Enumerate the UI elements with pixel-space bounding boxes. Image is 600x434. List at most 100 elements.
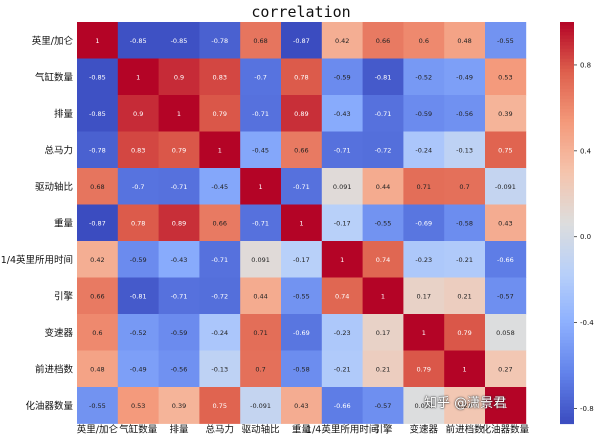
cell-value-label: -0.57 [375,402,392,410]
colorbar-segment [560,195,574,200]
cell-value-label: 0.74 [335,292,349,300]
heatmap-cell [117,95,159,132]
y-tick-label: 排量 [54,108,74,120]
heatmap-cell [321,314,363,351]
colorbar-segment [560,323,574,328]
colorbar-segment [560,88,574,93]
colorbar-segment [560,363,574,368]
heatmap-cell [444,131,486,169]
heatmap-cell [240,241,282,278]
cell-value-label: 0.058 [414,402,433,410]
colorbar-segment [560,306,574,311]
y-tick-label: 前进档数 [35,363,74,375]
heatmap-cell [77,241,119,278]
cell-value-label: 0.43 [498,219,512,227]
colorbar-segment [560,222,574,227]
cell-value-label: -0.69 [293,329,310,337]
cell-value-label: -0.59 [334,73,351,81]
colorbar-segment [560,386,574,391]
heatmap-cell [362,95,404,132]
x-tick-label: 总马力 [206,424,235,434]
heatmap-cell [403,22,445,59]
cell-value-label: 1 [136,73,140,81]
heatmap-cell [240,95,282,132]
colorbar-segment [560,152,574,157]
heatmap-cell [117,58,159,96]
colorbar-segment [560,155,574,160]
cell-value-label: 0.75 [498,146,512,154]
colorbar-segment [560,246,574,251]
heatmap-cell [158,204,200,242]
heatmap-cell [158,314,200,351]
cell-value-label: -0.72 [211,292,228,300]
cell-value-label: -0.091 [495,183,516,191]
cell-value-label: 0.66 [90,292,104,300]
cell-value-label: -0.66 [334,402,351,410]
cell-value-label: -0.17 [293,256,310,264]
colorbar-segment [560,108,574,113]
colorbar-segment [560,105,574,110]
cell-value-label: -0.52 [130,329,147,337]
heatmap-cell [77,204,119,242]
colorbar-segment [560,22,574,26]
cell-value-label: -0.17 [334,219,351,227]
cell-value-label: -0.55 [497,37,514,45]
cell-value-label: 0.53 [498,73,512,81]
cell-value-label: -0.21 [334,365,351,373]
cell-value-label: -0.23 [334,329,351,337]
colorbar-segment [560,115,574,120]
heatmap-cell [199,22,241,59]
heatmap-cell [485,168,527,205]
heatmap-cell [240,350,282,388]
heatmap-cell [321,277,363,315]
heatmap-cell [321,168,363,205]
cell-value-label: -0.45 [211,183,228,191]
colorbar-segment [560,125,574,130]
heatmap-cell [158,58,200,96]
colorbar-segment [560,319,574,324]
heatmap-cell [77,314,119,351]
colorbar-segment [560,25,574,30]
colorbar-segment [560,159,574,164]
colorbar-segment [560,206,574,210]
x-tick-label: 重量 [292,424,312,434]
cell-value-label: 1 [259,183,263,191]
colorbar-segment [560,403,574,408]
colorbar-segment [560,226,574,231]
colorbar-segment [560,219,574,224]
cell-value-label: 0.79 [213,110,227,118]
colorbar-segment [560,366,574,371]
colorbar-segment [560,48,574,53]
heatmap-cell [240,204,282,242]
colorbar-segment [560,175,574,180]
colorbar-segment [560,45,574,50]
heatmap-cell [321,22,363,59]
colorbar-tick-label: 0.8 [580,61,591,69]
colorbar-segment [560,75,574,80]
colorbar-segment [560,299,574,304]
heatmap-cell [281,241,323,278]
cell-value-label: -0.45 [252,146,269,154]
colorbar-segment [560,142,574,147]
cell-value-label: 1 [463,365,467,373]
heatmap-cell [403,131,445,169]
heatmap-cell [158,22,200,59]
colorbar-segment [560,172,574,177]
colorbar-segment [560,343,574,348]
colorbar-segment [560,122,574,127]
heatmap-cell [281,58,323,96]
colorbar-segment [560,272,574,277]
heatmap-cell [117,241,159,278]
colorbar-segment [560,216,574,221]
colorbar-segment [560,420,574,425]
cell-value-label: 0.48 [90,365,104,373]
heatmap-cell [117,314,159,351]
colorbar-segment [560,256,574,261]
heatmap-cell [281,168,323,205]
colorbar-segment [560,28,574,33]
colorbar-tick-label: 0.0 [580,233,591,241]
cell-value-label: -0.13 [456,146,473,154]
colorbar-segment [560,396,574,401]
colorbar-segment [560,356,574,361]
